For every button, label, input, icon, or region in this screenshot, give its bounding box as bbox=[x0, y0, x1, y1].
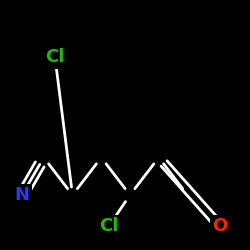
Text: Cl: Cl bbox=[99, 217, 118, 235]
Text: Cl: Cl bbox=[45, 48, 65, 66]
Text: N: N bbox=[14, 186, 30, 204]
Text: O: O bbox=[212, 217, 228, 235]
